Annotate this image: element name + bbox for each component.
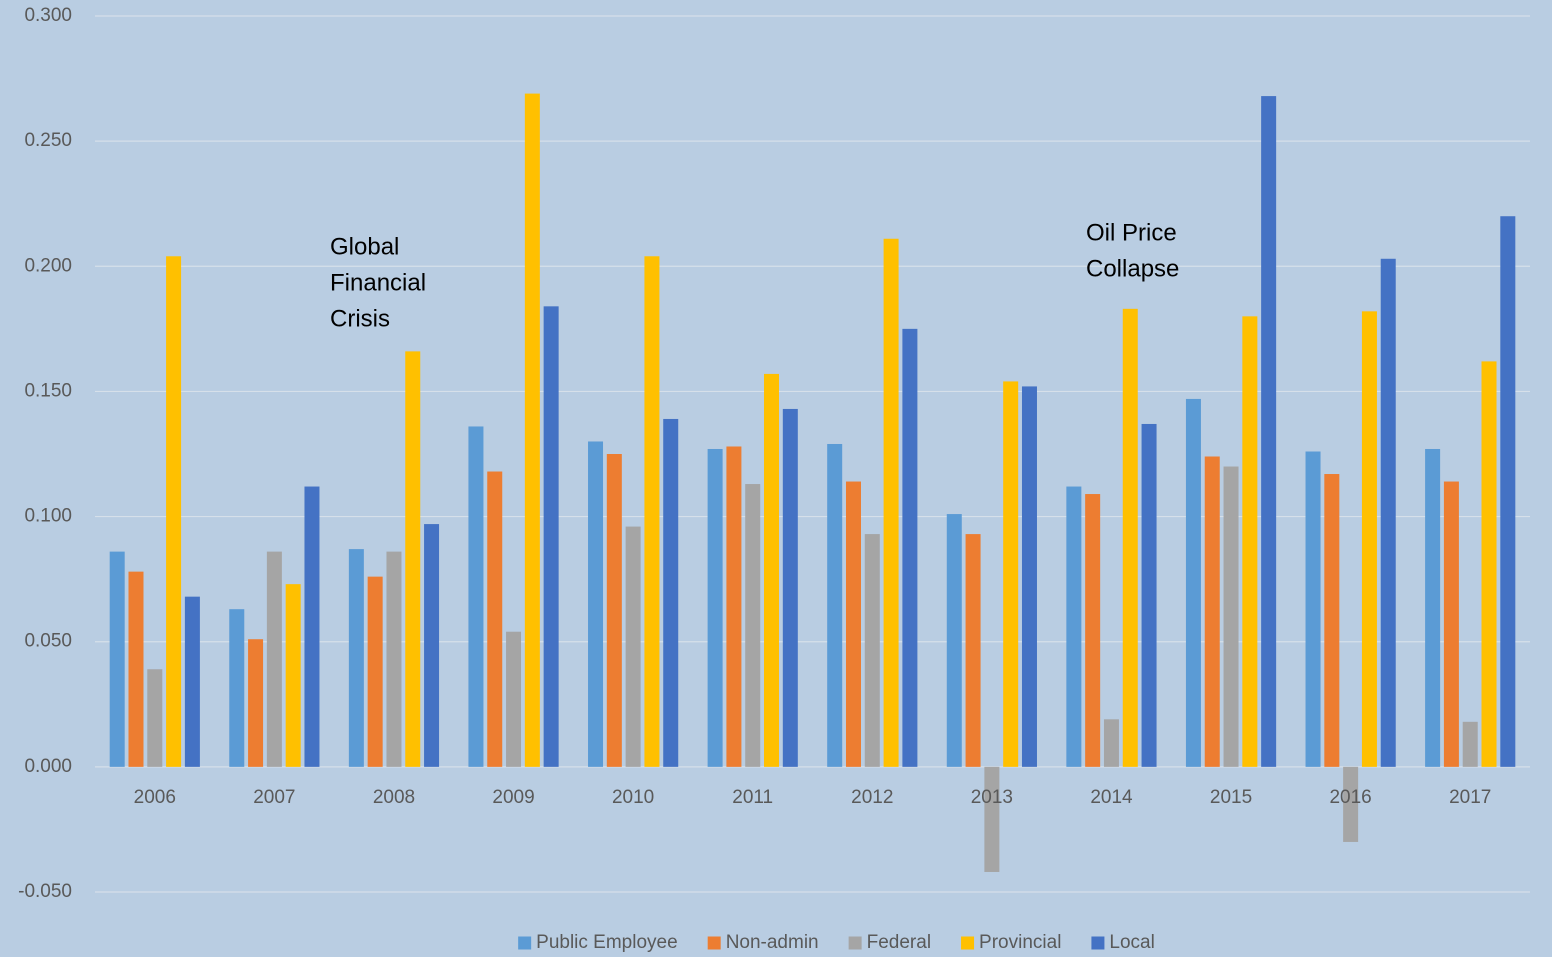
bar: [1242, 316, 1258, 767]
bar: [1324, 474, 1340, 767]
bar: [902, 328, 918, 767]
bar: [644, 256, 660, 767]
legend-swatch: [848, 936, 862, 950]
bar: [883, 238, 899, 767]
legend-label: Provincial: [979, 932, 1061, 953]
bar: [405, 351, 421, 767]
bar: [726, 446, 742, 767]
bar: [128, 571, 144, 767]
bar: [487, 471, 503, 767]
bar: [707, 448, 723, 767]
legend-label: Non-admin: [726, 932, 819, 953]
bar: [285, 584, 301, 767]
y-tick-label: 0.000: [24, 756, 72, 777]
annotation: Crisis: [330, 305, 390, 332]
bar: [1425, 448, 1441, 767]
x-tick-label: 2006: [134, 787, 176, 808]
bar: [1223, 466, 1239, 767]
x-tick-label: 2010: [612, 787, 654, 808]
bar: [506, 631, 522, 767]
bar: [1481, 361, 1497, 767]
bar: [1066, 486, 1082, 767]
x-tick-label: 2016: [1329, 787, 1371, 808]
legend-label: Local: [1109, 932, 1154, 953]
bar: [1085, 494, 1101, 767]
bar: [109, 551, 125, 767]
x-tick-label: 2007: [253, 787, 295, 808]
bar: [468, 426, 484, 767]
legend-label: Public Employee: [536, 932, 678, 953]
y-tick-label: 0.100: [24, 506, 72, 527]
bar: [543, 306, 559, 767]
bar: [367, 576, 383, 767]
bar: [663, 418, 679, 767]
bar: [827, 443, 843, 767]
bar: [1361, 311, 1377, 767]
bar: [424, 524, 440, 767]
y-tick-label: 0.050: [24, 631, 72, 652]
bar: [1204, 456, 1220, 767]
x-tick-label: 2009: [492, 787, 534, 808]
bar: [984, 766, 1000, 872]
bar: [745, 484, 761, 767]
annotation: Financial: [330, 269, 426, 296]
x-tick-label: 2015: [1210, 787, 1252, 808]
legend-swatch: [1091, 936, 1105, 950]
bar: [166, 256, 182, 767]
bar: [1185, 398, 1201, 767]
bar: [229, 609, 245, 767]
bar: [1443, 481, 1459, 767]
bar: [184, 596, 200, 767]
bar: [248, 639, 264, 767]
bar: [1122, 308, 1138, 767]
x-tick-label: 2008: [373, 787, 415, 808]
y-tick-label: 0.150: [24, 380, 72, 401]
y-tick-label: 0.300: [24, 5, 72, 26]
x-tick-label: 2017: [1449, 787, 1491, 808]
bar: [524, 93, 540, 767]
bar: [588, 441, 604, 767]
bar: [845, 481, 861, 767]
bar: [606, 454, 622, 767]
y-tick-label: 0.200: [24, 255, 72, 276]
bar: [1261, 96, 1277, 767]
bar: [1141, 423, 1157, 767]
x-tick-label: 2013: [971, 787, 1013, 808]
legend-label: Federal: [867, 932, 931, 953]
bar: [782, 408, 798, 767]
legend-swatch: [707, 936, 721, 950]
x-tick-label: 2014: [1090, 787, 1133, 808]
bar: [147, 669, 163, 767]
bar: [1103, 719, 1119, 767]
bar: [304, 486, 320, 767]
bar: [348, 549, 364, 767]
legend-swatch: [518, 936, 532, 950]
bar: [965, 534, 981, 767]
y-tick-label: -0.050: [18, 881, 72, 902]
bar: [1380, 258, 1396, 767]
bar: [1305, 451, 1321, 767]
annotation: Global: [330, 233, 399, 260]
bar: [864, 534, 880, 767]
y-tick-label: 0.250: [24, 130, 72, 151]
bar: [1021, 386, 1037, 767]
annotation: Collapse: [1086, 255, 1179, 282]
bar: [764, 373, 780, 767]
bar: [1003, 381, 1019, 767]
bar: [946, 514, 962, 767]
x-tick-label: 2011: [732, 787, 773, 808]
annotation: Oil Price: [1086, 219, 1177, 246]
bar: [1343, 766, 1359, 842]
x-tick-label: 2012: [851, 787, 893, 808]
bar: [266, 551, 282, 767]
bar: [1500, 216, 1516, 767]
bar: [625, 526, 641, 767]
bar: [1462, 721, 1478, 767]
legend-swatch: [961, 936, 975, 950]
bar: [386, 551, 402, 767]
